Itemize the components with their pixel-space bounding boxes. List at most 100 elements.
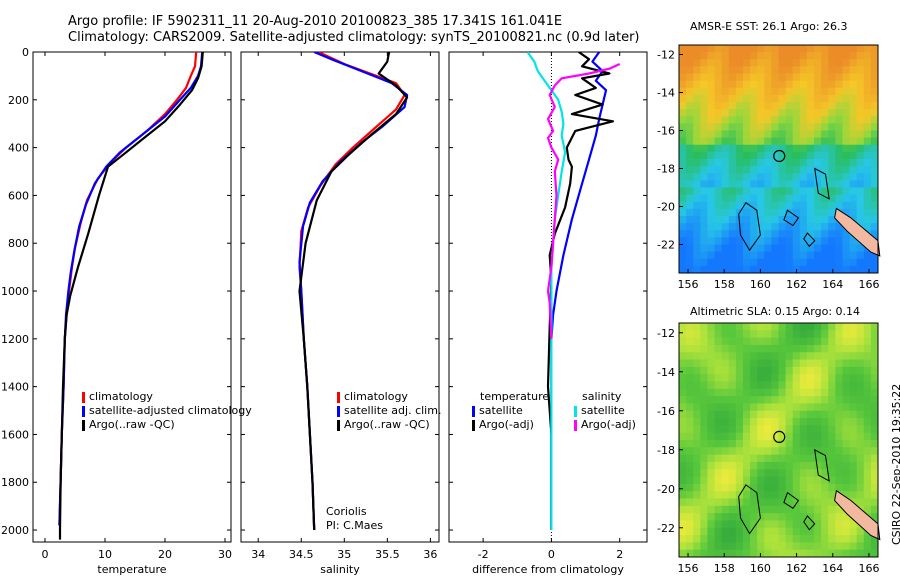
heatmap-cell xyxy=(686,498,694,507)
heatmap-cell xyxy=(721,454,730,463)
heatmap-cell xyxy=(856,258,865,267)
x-axis-label: difference from climatology xyxy=(472,563,624,576)
heatmap-cell xyxy=(679,216,687,224)
heatmap-cell xyxy=(778,265,787,274)
heatmap-cell xyxy=(750,244,758,253)
heatmap-cell xyxy=(814,330,822,339)
heatmap-cell xyxy=(700,410,708,419)
heatmap-cell xyxy=(792,337,801,346)
heatmap-cell xyxy=(799,166,808,174)
heatmap-cell xyxy=(707,323,716,331)
heatmap-cell xyxy=(849,94,858,103)
heatmap-cell xyxy=(686,527,694,536)
heatmap-cell xyxy=(856,201,865,210)
heatmap-cell xyxy=(728,52,737,60)
heatmap-cell xyxy=(764,440,772,448)
heatmap-cell xyxy=(686,258,694,267)
heatmap-cell xyxy=(742,151,751,160)
dac-label: Coriolis xyxy=(326,505,367,518)
legend-climatology: climatology xyxy=(337,390,441,404)
heatmap-cell xyxy=(792,194,801,203)
heatmap-cell xyxy=(842,52,851,60)
heatmap-cell xyxy=(806,374,815,382)
heatmap-cell xyxy=(821,469,829,478)
x-tick-label: 158 xyxy=(714,278,735,291)
heatmap-cell xyxy=(707,359,716,368)
heatmap-cell xyxy=(814,251,822,260)
heatmap-cell xyxy=(814,137,822,146)
heatmap-cell xyxy=(735,359,744,368)
heatmap-cell xyxy=(693,418,701,426)
heatmap-cell xyxy=(863,166,872,174)
heatmap-cell xyxy=(842,352,851,361)
heatmap-cell xyxy=(707,425,716,434)
heatmap-cell xyxy=(806,180,815,189)
heatmap-cell xyxy=(707,201,716,210)
heatmap-cell xyxy=(828,109,836,117)
heatmap-cell xyxy=(821,73,829,82)
heatmap-cell xyxy=(771,159,779,167)
heatmap-cell xyxy=(792,173,801,181)
legend-climatology: climatology xyxy=(82,390,252,404)
heatmap-cell xyxy=(686,180,694,189)
heatmap-cell xyxy=(870,498,879,507)
heatmap-cell xyxy=(757,201,765,210)
legend-argo: Argo(-adj) xyxy=(472,418,549,432)
heatmap-cell xyxy=(778,374,787,382)
y-tick-label: -18 xyxy=(657,444,675,457)
heatmap-cell xyxy=(814,223,822,231)
heatmap-cell xyxy=(757,520,765,529)
heatmap-cell xyxy=(806,323,815,331)
heatmap-cell xyxy=(742,73,751,82)
heatmap-cell xyxy=(792,144,801,153)
heatmap-cell xyxy=(757,258,765,267)
heatmap-cell xyxy=(842,440,851,448)
heatmap-cell xyxy=(721,116,730,124)
heatmap-cell xyxy=(842,208,851,217)
heatmap-cell xyxy=(700,265,708,274)
legend-label: satellite adj. clim. xyxy=(344,404,442,417)
heatmap-cell xyxy=(785,549,794,558)
heatmap-cell xyxy=(750,425,758,434)
heatmap-cell xyxy=(700,323,708,331)
heatmap-cell xyxy=(814,80,822,89)
heatmap-cell xyxy=(757,137,765,146)
heatmap-cell xyxy=(856,151,865,160)
heatmap-cell xyxy=(849,410,858,419)
heatmap-cell xyxy=(849,337,858,346)
heatmap-cell xyxy=(856,344,865,353)
heatmap-cell xyxy=(707,94,716,103)
heatmap-cell xyxy=(821,130,829,139)
y-tick-label: 200 xyxy=(8,94,29,107)
heatmap-cell xyxy=(799,491,808,499)
heatmap-cell xyxy=(842,123,851,132)
heatmap-cell xyxy=(778,527,787,536)
heatmap-cell xyxy=(721,59,730,67)
heatmap-cell xyxy=(870,374,879,382)
heatmap-cell xyxy=(742,102,751,110)
heatmap-cell xyxy=(742,237,751,246)
heatmap-cell xyxy=(849,187,858,196)
heatmap-cell xyxy=(728,180,737,189)
heatmap-cell xyxy=(863,251,872,260)
heatmap-cell xyxy=(750,137,758,146)
heatmap-cell xyxy=(863,73,872,82)
heatmap-cell xyxy=(842,151,851,160)
heatmap-cell xyxy=(821,116,829,124)
heatmap-cell xyxy=(771,396,779,404)
heatmap-cell xyxy=(785,258,794,267)
heatmap-cell xyxy=(835,80,843,89)
heatmap-cell xyxy=(686,123,694,132)
heatmap-cell xyxy=(686,137,694,146)
y-tick-label: -14 xyxy=(657,87,675,100)
heatmap-cell xyxy=(814,359,822,368)
heatmap-cell xyxy=(714,194,723,203)
pi-label: PI: C.Maes xyxy=(326,519,383,532)
heatmap-cell xyxy=(856,403,865,412)
heatmap-cell xyxy=(792,102,801,110)
heatmap-cell xyxy=(735,251,744,260)
heatmap-cell xyxy=(842,403,851,412)
x-tick-label: 160 xyxy=(750,562,771,575)
heatmap-cell xyxy=(806,410,815,419)
heatmap-cell xyxy=(728,137,737,146)
